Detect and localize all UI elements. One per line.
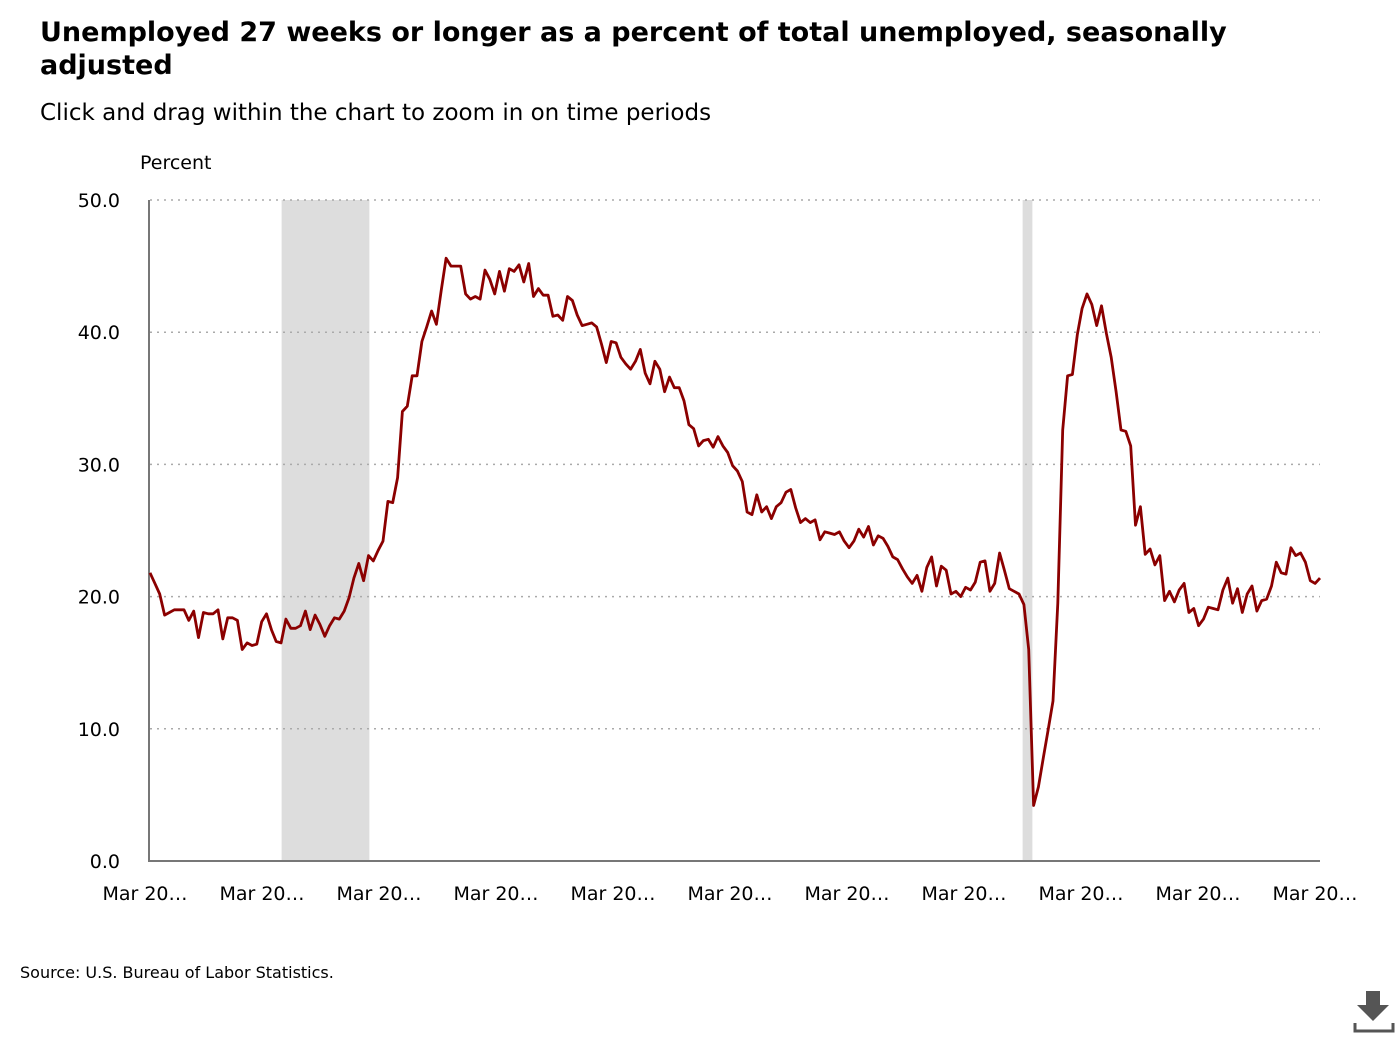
series-line[interactable] xyxy=(148,256,1322,807)
x-tick-label: Mar 20… xyxy=(453,883,538,905)
y-tick-label: 0.0 xyxy=(90,851,120,873)
axis-layer xyxy=(148,200,1320,862)
chart-svg[interactable]: Percent 0.010.020.030.040.050.0 Mar 20… M… xyxy=(0,0,1400,940)
x-tick-label: Mar 20… xyxy=(804,883,889,905)
recession-layer xyxy=(281,200,1033,861)
y-tick-label: 40.0 xyxy=(78,322,120,344)
x-tick-labels: Mar 20… Mar 20… Mar 20… Mar 20… Mar 20… Mar 2… xyxy=(102,883,1357,905)
y-axis-label: Percent xyxy=(140,152,212,174)
chart-subtitle: Click and drag within the chart to zoom … xyxy=(40,100,712,126)
download-icon xyxy=(1353,991,1395,1033)
x-tick-label: Mar 20… xyxy=(570,883,655,905)
x-tick-label: Mar 20… xyxy=(1272,883,1357,905)
recession-band xyxy=(1022,200,1033,861)
recession-band xyxy=(281,200,370,861)
x-tick-label: Mar 20… xyxy=(1038,883,1123,905)
source-note: Source: U.S. Bureau of Labor Statistics. xyxy=(20,963,334,982)
y-tick-label: 10.0 xyxy=(78,719,120,741)
y-tick-labels: 0.0 10.0 20.0 30.0 40.0 50.0 xyxy=(78,190,120,873)
y-tick-label: 50.0 xyxy=(78,190,120,212)
y-tick-label: 30.0 xyxy=(78,454,120,476)
x-tick-label: Mar 20… xyxy=(1155,883,1240,905)
x-tick-label: Mar 20… xyxy=(102,883,187,905)
x-tick-label: Mar 20… xyxy=(219,883,304,905)
y-tick-label: 20.0 xyxy=(78,587,120,609)
x-tick-label: Mar 20… xyxy=(687,883,772,905)
download-button[interactable] xyxy=(1352,990,1396,1034)
x-tick-label: Mar 20… xyxy=(921,883,1006,905)
x-tick-label: Mar 20… xyxy=(336,883,421,905)
chart-title: Unemployed 27 weeks or longer as a perce… xyxy=(40,17,1227,81)
grid-layer xyxy=(150,199,1320,730)
